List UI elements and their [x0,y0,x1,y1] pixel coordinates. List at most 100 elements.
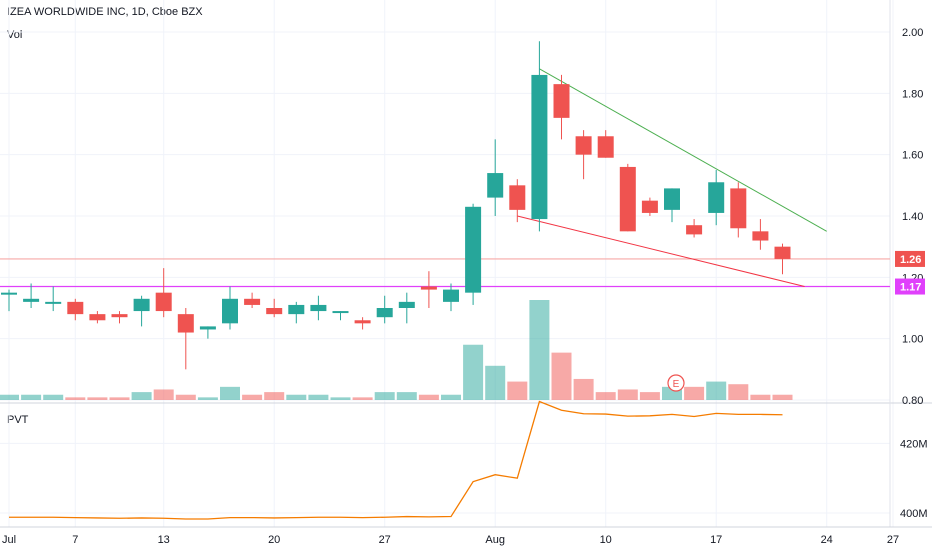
volume-bar [684,386,705,400]
price-tick-label: 1.00 [902,334,923,346]
candle-body [354,320,371,324]
volume-bar [418,394,439,400]
candle-body [89,314,106,321]
candle-body [244,298,261,305]
volume-bar [573,378,594,400]
candle-body [641,200,658,213]
price-line-label-bg [895,278,925,295]
volume-bar [551,352,572,400]
pvt-line [9,400,783,520]
volume-bar [109,397,130,400]
volume-bar [87,397,108,400]
volume-bar [396,392,417,400]
volume-bar [617,389,638,400]
candle-body [23,298,40,302]
volume-bar [374,392,395,400]
candle-body [597,136,614,158]
candle-body [222,298,238,324]
time-tick-label: 17 [710,534,722,546]
price-tick-label: 0.80 [902,395,923,407]
candle-body [575,136,592,155]
volume-bar [639,392,660,400]
volume-bar [330,397,351,400]
candle-body [111,314,128,318]
candle-body [332,311,349,314]
volume-bar [728,384,749,400]
volume-bar [264,392,285,400]
trend-line [539,68,827,232]
price-tick-label: 2.00 [902,27,923,39]
candle-body [664,188,680,210]
volume-bar [507,381,528,400]
candle-body [288,304,305,315]
candle-body [155,292,172,312]
time-tick-label: 27 [887,534,899,546]
time-tick-label: 27 [379,534,391,546]
pvt-tick-label: 400M [900,508,928,520]
pvt-label: PVT [7,414,29,426]
candle-body [67,301,84,315]
candle-body [686,225,703,235]
pvt-tick-label: 420M [900,438,928,450]
candle-body [133,298,150,312]
candle-body [420,286,437,290]
volume-bar [131,392,152,400]
volume-bar [772,394,793,400]
volume-bar [352,397,373,400]
volume-bar [197,397,218,400]
candle-body [774,246,791,259]
volume-bar [286,394,307,400]
volume-bar [0,394,19,400]
candle-body [509,185,526,210]
candle-body [443,289,459,302]
earnings-marker-label: E [673,379,680,390]
volume-bar [308,394,329,400]
candle-body [398,301,415,308]
price-tick-label: 1.40 [902,211,923,223]
candle-body [708,182,725,213]
time-tick-label: Aug [485,534,505,546]
volume-bar [463,344,484,400]
time-tick-label: 24 [821,534,833,546]
candle-body [177,314,194,333]
volume-bar [43,394,64,400]
volume-bar [220,386,240,400]
volume-bar [21,394,42,400]
price-line-label-bg [895,250,925,267]
time-tick-label: Jul [2,534,16,546]
time-tick-label: 13 [158,534,170,546]
chart-title: IZEA WORLDWIDE INC, 1D, Cboe BZX [7,6,203,18]
candle-body [199,326,216,330]
candle-body [619,166,636,232]
candle-body [730,188,747,229]
time-tick-label: 20 [268,534,280,546]
time-tick-label: 10 [600,534,612,546]
candle-body [1,292,17,295]
volume-bar [706,381,727,400]
price-line-label: 1.17 [900,282,921,294]
volume-bar [65,397,86,400]
price-line-label: 1.26 [900,254,921,266]
trend-line [517,215,805,288]
candle-body [553,84,570,118]
price-tick-label: 1.60 [902,150,923,162]
candle-body [752,231,769,241]
earnings-marker [667,374,685,392]
candle-body [376,308,393,318]
volume-bar [529,300,550,400]
candle-body [310,304,327,312]
volume-bar [441,394,461,400]
candle-body [266,308,283,315]
volume-bar [153,389,174,400]
price-tick-label: 1.80 [902,88,923,100]
volume-bar [750,394,771,400]
candle-body [531,74,548,220]
candle-body [465,206,482,293]
candle-body [45,301,62,304]
volume-bar [175,394,196,400]
volume-bar [242,394,263,400]
volume-bar [595,392,616,400]
time-tick-label: 7 [72,534,78,546]
candle-body [487,173,504,198]
